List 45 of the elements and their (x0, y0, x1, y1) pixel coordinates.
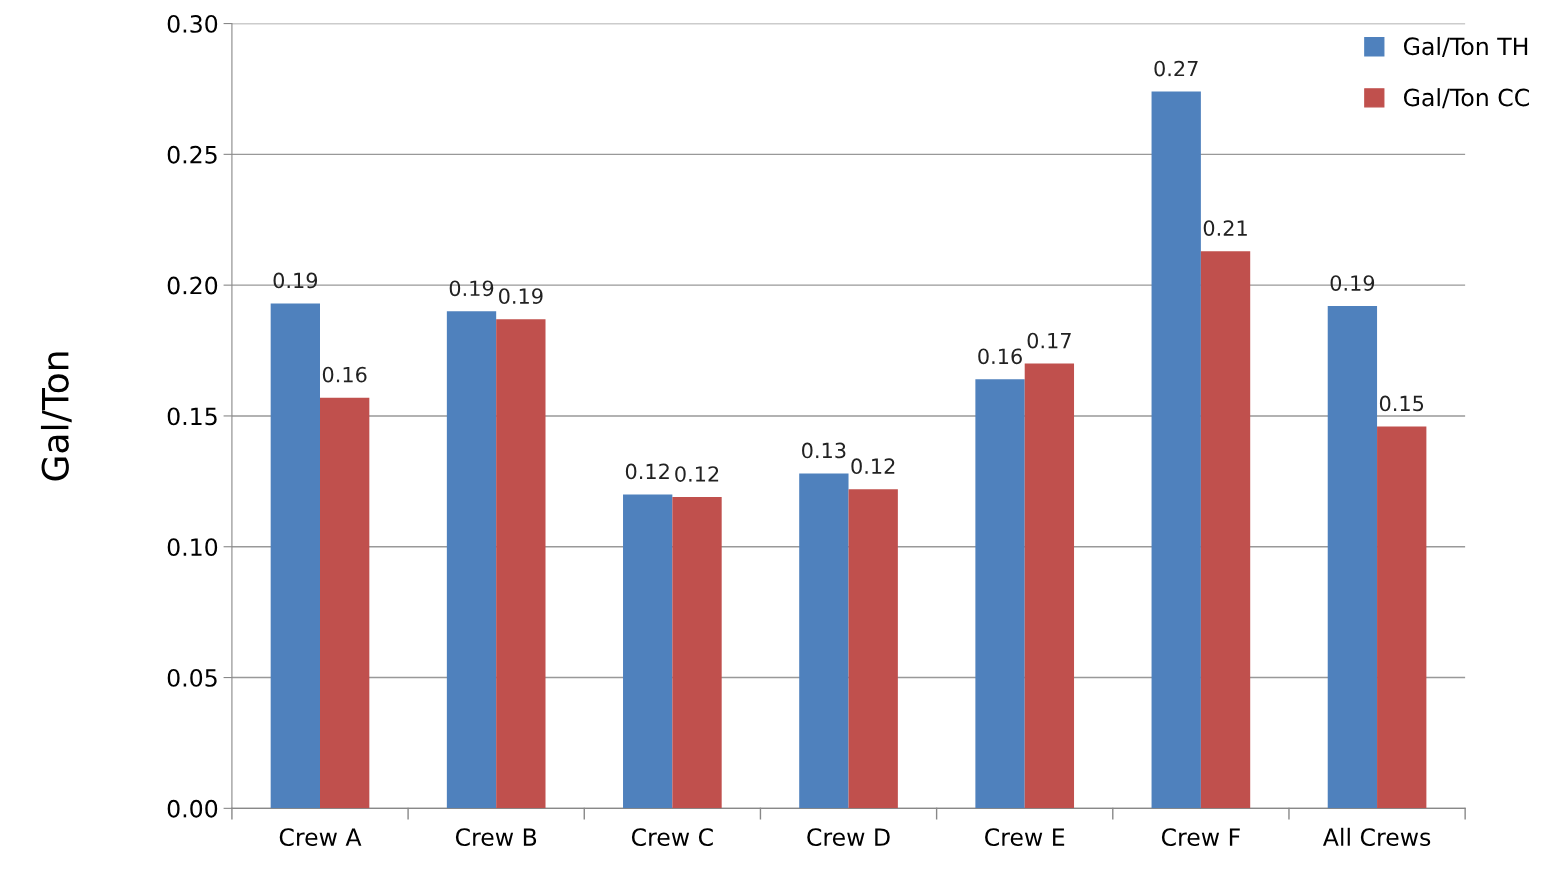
y-tick-label: 0.30 (167, 14, 218, 33)
legend-label: Gal/Ton CC (1403, 88, 1529, 109)
data-label: 0.12 (851, 458, 895, 475)
data-label: 0.16 (978, 348, 1022, 365)
data-label: 0.16 (322, 366, 367, 383)
y-tick-label: 0.20 (167, 276, 218, 295)
data-label: 0.13 (802, 442, 846, 459)
data-label: 0.15 (1379, 395, 1424, 412)
bar (975, 379, 1025, 809)
y-tick-label: 0.25 (167, 145, 217, 164)
data-label: 0.19 (449, 280, 494, 297)
x-tick-label: Crew A (279, 828, 362, 847)
bar (1327, 306, 1378, 809)
x-tick-label: Crew E (985, 828, 1065, 847)
data-label: 0.12 (625, 463, 669, 480)
bar (270, 303, 320, 809)
data-label: 0.19 (273, 272, 318, 289)
data-label: 0.27 (1154, 60, 1198, 77)
y-tick-label: 0.00 (167, 799, 218, 818)
x-tick-label: Crew C (631, 828, 713, 847)
bar (320, 397, 370, 809)
bar (446, 311, 497, 809)
y-axis-title: Gal/Ton (40, 352, 72, 481)
y-tick-label: 0.10 (167, 538, 218, 557)
bar (799, 473, 849, 809)
legend-label: Gal/Ton TH (1403, 36, 1528, 58)
bar (1151, 91, 1201, 809)
data-label: 0.12 (675, 466, 719, 482)
bar (848, 489, 898, 809)
bar (672, 497, 722, 809)
y-tick-label: 0.05 (167, 668, 217, 687)
data-label: 0.21 (1203, 220, 1247, 236)
bar (496, 319, 546, 809)
bar (1024, 363, 1075, 809)
x-tick-label: Crew B (455, 828, 537, 847)
bar (1377, 426, 1427, 809)
y-tick-label: 0.15 (167, 407, 217, 426)
x-tick-label: Crew D (807, 828, 890, 847)
x-tick-label: Crew F (1161, 828, 1240, 847)
bar (623, 494, 673, 809)
data-label: 0.17 (1027, 332, 1071, 349)
data-label: 0.19 (499, 288, 543, 304)
x-tick-label: All Crews (1322, 827, 1431, 847)
bar (1200, 251, 1251, 809)
data-label: 0.19 (1330, 275, 1375, 291)
